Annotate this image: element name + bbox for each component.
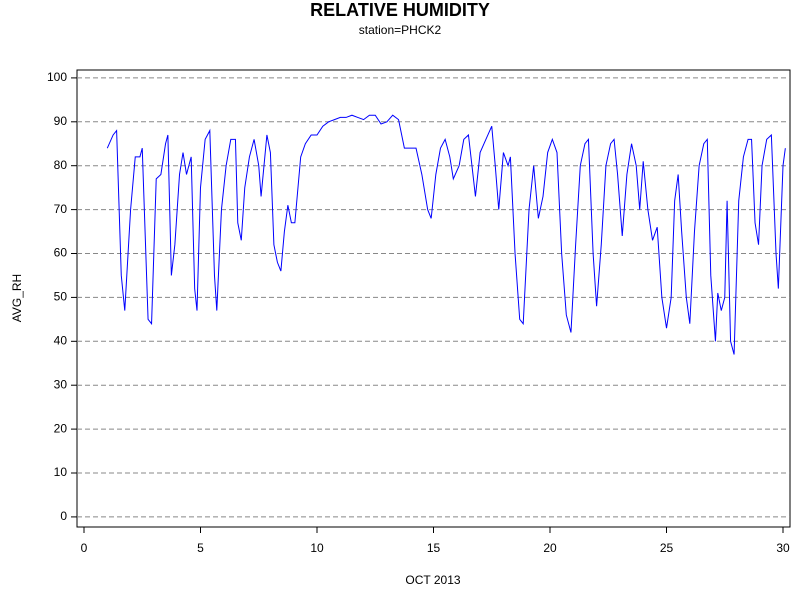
y-tick-label: 60 [54, 246, 68, 260]
x-tick-label: 0 [81, 541, 88, 555]
x-tick-label: 20 [543, 541, 557, 555]
x-tick-label: 10 [310, 541, 324, 555]
y-tick-label: 90 [54, 114, 68, 128]
y-tick-label: 20 [54, 421, 68, 435]
y-tick-label: 40 [54, 333, 68, 347]
x-tick-label: 25 [660, 541, 674, 555]
plot-frame [76, 69, 791, 528]
chart-title: RELATIVE HUMIDITY [310, 0, 490, 20]
y-tick-label: 30 [54, 377, 68, 391]
x-tick-label: 15 [427, 541, 441, 555]
y-tick-label: 70 [54, 202, 68, 216]
x-axis-label: OCT 2013 [405, 573, 460, 587]
data-line [106, 114, 786, 355]
x-tick-label: 30 [776, 541, 790, 555]
x-tick-label: 5 [197, 541, 204, 555]
y-tick-label: 80 [54, 158, 68, 172]
y-tick-label: 100 [47, 70, 67, 84]
chart-subtitle: station=PHCK2 [359, 23, 442, 37]
y-tick-label: 50 [54, 290, 68, 304]
y-tick-label: 10 [54, 465, 68, 479]
y-tick-label: 0 [60, 509, 67, 523]
y-axis-label: AVG_RH [10, 274, 24, 322]
